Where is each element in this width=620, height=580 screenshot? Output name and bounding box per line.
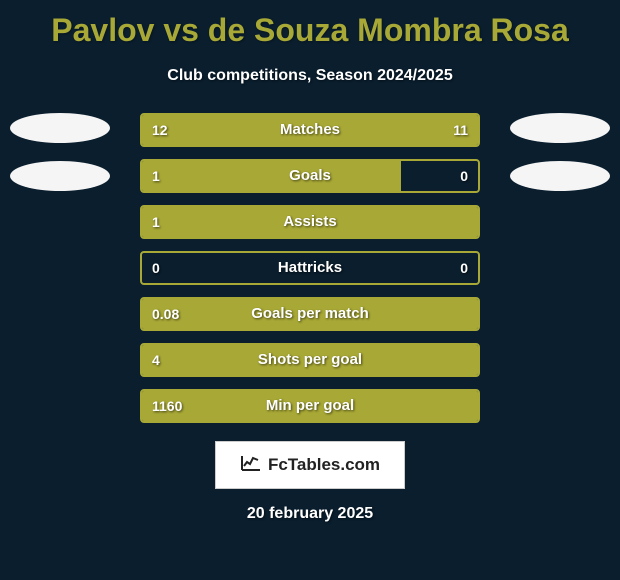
stat-bar-row: Assists1 (140, 205, 480, 239)
stat-bar-row: Hattricks0 0 (140, 251, 480, 285)
page-title: Pavlov vs de Souza Mombra Rosa (0, 0, 620, 49)
stat-bar-row: Matches12 11 (140, 113, 480, 147)
stat-value-left: 12 (152, 115, 168, 145)
footer-date: 20 february 2025 (0, 505, 620, 523)
player-badge-left (10, 161, 110, 191)
player-badge-right (510, 113, 610, 143)
subtitle: Club competitions, Season 2024/2025 (0, 67, 620, 85)
stat-value-left: 1 (152, 161, 160, 191)
player-badge-right (510, 161, 610, 191)
stat-value-left: 1160 (152, 391, 182, 421)
stat-value-left: 0.08 (152, 299, 179, 329)
stat-label: Assists (142, 207, 478, 237)
left-player-badges (10, 113, 110, 209)
stat-value-left: 1 (152, 207, 160, 237)
stat-value-left: 0 (152, 253, 160, 283)
stat-bar-row: Goals per match0.08 (140, 297, 480, 331)
stat-bars: Matches1211Goals10Assists1Hattricks00Goa… (140, 113, 480, 423)
player-badge-left (10, 113, 110, 143)
stat-label: Goals (142, 161, 478, 191)
stat-bar-row: Shots per goal4 (140, 343, 480, 377)
stat-value-right: 0 (460, 253, 468, 283)
chart-icon (240, 454, 262, 477)
stat-label: Shots per goal (142, 345, 478, 375)
stat-label: Min per goal (142, 391, 478, 421)
stat-label: Hattricks (142, 253, 478, 283)
stat-bar-row: Goals1 0 (140, 159, 480, 193)
stat-label: Goals per match (142, 299, 478, 329)
comparison-content: Matches1211Goals10Assists1Hattricks00Goa… (0, 113, 620, 423)
footer-logo-text: FcTables.com (268, 455, 380, 475)
stat-label: Matches (142, 115, 478, 145)
stat-value-left: 4 (152, 345, 160, 375)
right-player-badges (510, 113, 610, 209)
stat-value-right: 11 (453, 115, 468, 145)
stat-value-right: 0 (460, 161, 468, 191)
footer-logo[interactable]: FcTables.com (215, 441, 405, 489)
stat-bar-row: Min per goal1160 (140, 389, 480, 423)
